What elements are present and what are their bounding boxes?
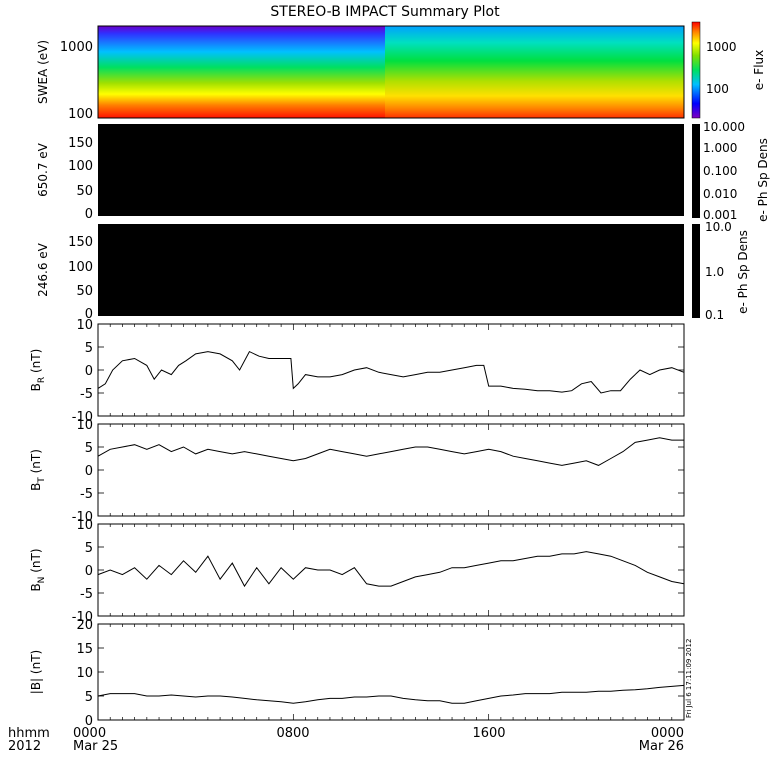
bn-ytick: 5 xyxy=(85,541,93,556)
pad-650-cbar-t2: 0.100 xyxy=(703,164,737,178)
pad-246-cbar-t1: 1.0 xyxy=(705,265,724,279)
pad-650-heatmap xyxy=(98,124,684,216)
bn-ytick: 10 xyxy=(76,518,93,533)
br-ytick: 10 xyxy=(76,318,93,333)
x-axis: hhmm 2012 0000 Mar 25 0800 1600 0000 Mar… xyxy=(8,726,684,754)
swea-spectrogram xyxy=(98,26,385,118)
x-tick-mar25: Mar 25 xyxy=(73,739,118,754)
x-axis-unit: hhmm xyxy=(8,726,50,741)
plot-title: STEREO-B IMPACT Summary Plot xyxy=(270,4,500,20)
bn-ytick: -5 xyxy=(80,587,93,602)
pad-650-cbar-t4: 0.001 xyxy=(703,208,737,222)
pad-650-ylabel: 650.7 eV xyxy=(36,142,50,197)
swea-ytick-1000: 1000 xyxy=(60,40,93,55)
br-ytick: -5 xyxy=(80,387,93,402)
x-tick-0800: 0800 xyxy=(276,726,309,741)
swea-cbar-tick-1000: 1000 xyxy=(706,40,737,54)
br-frame xyxy=(97,323,685,417)
bn-ytick: 0 xyxy=(85,564,93,579)
bt-series-line xyxy=(97,437,684,466)
swea-frame xyxy=(97,25,685,119)
x-tick-1600: 1600 xyxy=(472,726,505,741)
bmag-ylabel: |B| (nT) xyxy=(29,650,43,694)
br-ytick: -10 xyxy=(72,410,93,425)
pad-650-ytick-100: 100 xyxy=(68,159,93,174)
bn-ytick: -10 xyxy=(72,610,93,625)
x-tick-mar26: Mar 26 xyxy=(639,739,684,754)
bn-series-line xyxy=(97,551,685,588)
x-axis-year: 2012 xyxy=(8,739,41,754)
pad-246-ytick-0: 0 xyxy=(85,307,93,322)
pad-246-ylabel: 246.6 eV xyxy=(36,242,50,297)
pad-246-ytick-100: 100 xyxy=(68,260,93,275)
pad-650-cbar-t1: 1.000 xyxy=(703,141,737,155)
pad-246-ytick-50: 50 xyxy=(76,284,93,299)
swea-colorbar xyxy=(691,21,701,119)
br-ytick: 0 xyxy=(85,364,93,379)
pad-246-cbar-t0: 10.0 xyxy=(705,220,732,234)
swea-cbar-label: e- Flux xyxy=(752,50,766,90)
swea-panel: SWEA (eV) 1000 100 1000 100 e- Flux xyxy=(36,21,766,122)
pad-650-ytick-0: 0 xyxy=(85,207,93,222)
x-tick-0000-start: 0000 xyxy=(73,726,106,741)
pad-650-cbar-label: e- Ph Sp Dens xyxy=(756,138,770,222)
bmag-frame xyxy=(97,623,685,721)
pad-650-colorbar xyxy=(692,124,700,218)
bmag-ytick: 15 xyxy=(76,642,93,657)
swea-ytick-100: 100 xyxy=(68,107,93,122)
pad-650-cbar-t0: 10.000 xyxy=(703,120,745,134)
pad-246-panel: 246.6 eV 150 100 50 0 10.0 1.0 0.1 e- Ph… xyxy=(36,220,750,322)
magnetic-field-panels: 10 5 0 -5 -10 BR (nT) 10 5 0 -5 -10 BT (nT) 10 5 0 -5 -1… xyxy=(29,318,685,729)
pad-650-panel: 650.7 eV 150 100 50 0 10.000 1.000 0.100… xyxy=(36,120,770,222)
bt-ytick: 0 xyxy=(85,464,93,479)
swea-cbar-tick-100: 100 xyxy=(706,82,729,96)
pad-246-cbar-label: e- Ph Sp Dens xyxy=(736,230,750,314)
br-ylabel: BR (nT) xyxy=(29,349,47,392)
pad-246-ytick-150: 150 xyxy=(68,235,93,250)
swea-spectrogram-late xyxy=(385,26,684,118)
bt-ytick: -5 xyxy=(80,487,93,502)
timestamp-stamp: Fri Jul 6 17:11:09 2012 xyxy=(685,639,693,718)
pad-246-colorbar xyxy=(692,224,700,318)
pad-650-ytick-50: 50 xyxy=(76,184,93,199)
pad-246-cbar-t2: 0.1 xyxy=(705,308,724,322)
bt-ylabel: BT (nT) xyxy=(29,449,47,491)
pad-650-ytick-150: 150 xyxy=(68,136,93,151)
bt-ytick: -10 xyxy=(72,510,93,525)
swea-ylabel: SWEA (eV) xyxy=(36,40,50,104)
br-ytick: 5 xyxy=(85,341,93,356)
bmag-ytick: 10 xyxy=(76,666,93,681)
bn-ylabel: BN (nT) xyxy=(29,548,47,591)
x-tick-0000-end: 0000 xyxy=(651,726,684,741)
pad-246-heatmap xyxy=(98,224,684,316)
bt-ytick: 5 xyxy=(85,441,93,456)
bn-frame xyxy=(97,523,685,617)
bt-frame xyxy=(97,423,685,517)
bmag-ytick: 5 xyxy=(85,690,93,705)
bmag-series-line xyxy=(97,684,685,704)
bt-ytick: 10 xyxy=(76,418,93,433)
bmag-ytick: 20 xyxy=(76,618,93,633)
pad-650-cbar-t3: 0.010 xyxy=(703,187,737,201)
br-series-line xyxy=(97,350,685,394)
bmag-ytick: 0 xyxy=(85,714,93,729)
